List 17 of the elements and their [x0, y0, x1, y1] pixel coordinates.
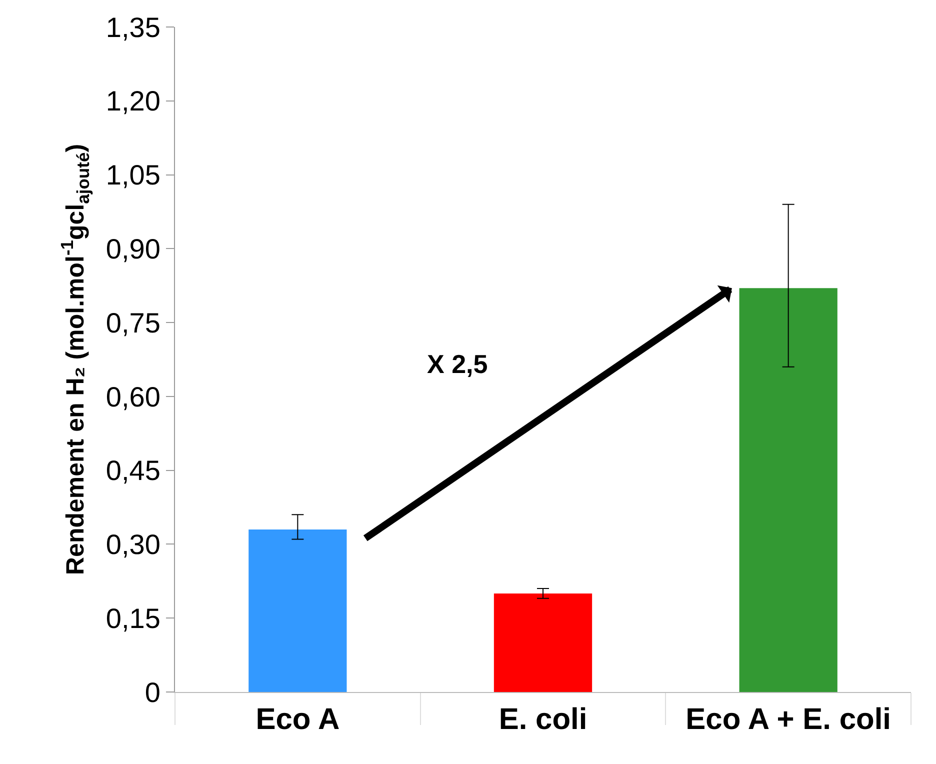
bar: [739, 288, 838, 692]
y-tick-label: 1,20: [106, 86, 160, 117]
annotation: X 2,5: [427, 349, 488, 379]
y-tick-label: 0,45: [106, 455, 160, 486]
y-tick-label: 0,15: [106, 602, 160, 634]
y-tick-label: 0: [144, 676, 160, 708]
x-tick-label: Eco A: [256, 703, 340, 736]
y-tick-label: 0,75: [106, 307, 160, 338]
y-tick-label: 1,35: [106, 12, 160, 43]
y-tick-label: 0,60: [106, 381, 160, 412]
y-tick-label: 0,90: [106, 233, 160, 264]
x-tick-label: E. coli: [498, 703, 588, 736]
bar: [248, 529, 347, 692]
y-tick-label: 0,30: [106, 529, 160, 560]
y-tick-label: 1,05: [106, 160, 160, 191]
x-tick-label: Eco A + E. coli: [686, 703, 891, 736]
bar: [494, 593, 592, 692]
